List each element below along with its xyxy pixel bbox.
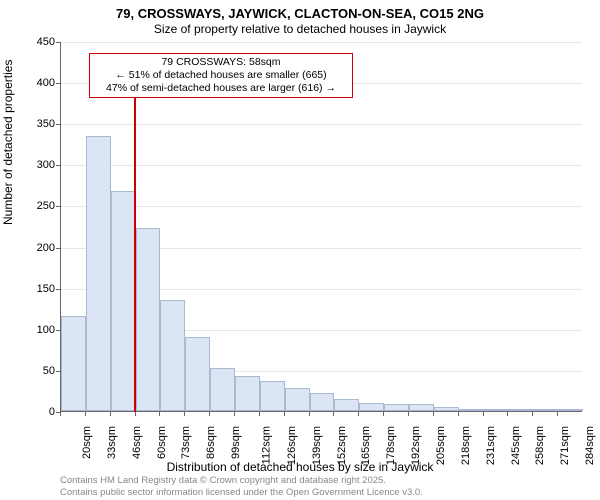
xtick-mark [234,412,235,416]
xtick-mark [532,412,533,416]
xtick-mark [408,412,409,416]
xtick-mark [135,412,136,416]
annotation-line-1: 79 CROSSWAYS: 58sqm [96,56,346,69]
ytick-mark [56,330,60,331]
xtick-label: 86sqm [205,426,217,459]
xtick-label: 245sqm [510,426,522,465]
xtick-label: 231sqm [485,426,497,465]
ytick-mark [56,248,60,249]
xtick-mark [60,412,61,416]
xtick-mark [483,412,484,416]
xtick-mark [184,412,185,416]
histogram-bar [136,228,161,411]
histogram-bar [235,376,260,411]
ytick-label: 300 [15,159,55,171]
xtick-mark [209,412,210,416]
histogram-bar [160,300,185,411]
xtick-label: 46sqm [131,426,143,459]
histogram-bar [434,407,459,411]
xtick-label: 205sqm [435,426,447,465]
xtick-label: 258sqm [535,426,547,465]
gridline [61,124,582,125]
chart-footer: Contains HM Land Registry data © Crown c… [60,475,423,498]
ytick-label: 400 [15,77,55,89]
xtick-label: 139sqm [311,426,323,465]
xtick-mark [358,412,359,416]
annotation-box: 79 CROSSWAYS: 58sqm← 51% of detached hou… [89,53,353,98]
ytick-mark [56,206,60,207]
annotation-line-2: ← 51% of detached houses are smaller (66… [96,69,346,82]
xtick-mark [333,412,334,416]
xtick-label: 284sqm [584,426,596,465]
ytick-mark [56,371,60,372]
y-axis-label: Number of detached properties [1,60,15,225]
chart-subtitle: Size of property relative to detached ho… [0,22,600,36]
xtick-label: 20sqm [81,426,93,459]
property-marker-line [134,96,136,412]
xtick-mark [383,412,384,416]
ytick-mark [56,124,60,125]
xtick-label: 33sqm [106,426,118,459]
footer-line-1: Contains HM Land Registry data © Crown c… [60,475,423,486]
ytick-label: 250 [15,200,55,212]
xtick-mark [433,412,434,416]
xtick-label: 165sqm [361,426,373,465]
ytick-label: 350 [15,118,55,130]
histogram-bar [533,409,558,411]
gridline [61,42,582,43]
histogram-bar [334,399,359,411]
histogram-bar [86,136,111,411]
ytick-label: 150 [15,283,55,295]
xtick-mark [85,412,86,416]
xtick-label: 152sqm [336,426,348,465]
xtick-mark [110,412,111,416]
gridline [61,206,582,207]
xtick-label: 60sqm [156,426,168,459]
histogram-bar [285,388,310,411]
xtick-mark [159,412,160,416]
histogram-bar [210,368,235,411]
histogram-bar [359,403,384,411]
xtick-label: 178sqm [385,426,397,465]
xtick-mark [557,412,558,416]
histogram-bar [384,404,409,411]
footer-line-2: Contains public sector information licen… [60,487,423,498]
histogram-bar [310,393,335,411]
xtick-label: 112sqm [260,426,272,464]
histogram-bar [260,381,285,411]
ytick-label: 450 [15,36,55,48]
xtick-mark [284,412,285,416]
xtick-mark [309,412,310,416]
annotation-line-3: 47% of semi-detached houses are larger (… [96,82,346,95]
chart-title-address: 79, CROSSWAYS, JAYWICK, CLACTON-ON-SEA, … [0,6,600,21]
histogram-bar [484,409,509,411]
ytick-mark [56,165,60,166]
xtick-mark [507,412,508,416]
histogram-bar [409,404,434,411]
xtick-label: 218sqm [460,426,472,465]
ytick-mark [56,289,60,290]
xtick-mark [259,412,260,416]
ytick-label: 50 [15,365,55,377]
xtick-label: 271sqm [559,426,571,465]
histogram-bar [459,409,484,411]
ytick-mark [56,83,60,84]
histogram-bar [558,409,583,411]
histogram-bar [185,337,210,411]
ytick-label: 200 [15,242,55,254]
xtick-label: 73sqm [180,426,192,459]
xtick-label: 126sqm [286,426,298,465]
xtick-label: 99sqm [230,426,242,459]
ytick-label: 0 [15,406,55,418]
chart-container: 79, CROSSWAYS, JAYWICK, CLACTON-ON-SEA, … [0,0,600,500]
plot-area: 79 CROSSWAYS: 58sqm← 51% of detached hou… [60,42,582,412]
xtick-mark [458,412,459,416]
ytick-mark [56,42,60,43]
gridline [61,165,582,166]
histogram-bar [61,316,86,411]
histogram-bar [508,409,533,411]
ytick-label: 100 [15,324,55,336]
xtick-label: 192sqm [410,426,422,465]
histogram-bar [111,191,136,411]
